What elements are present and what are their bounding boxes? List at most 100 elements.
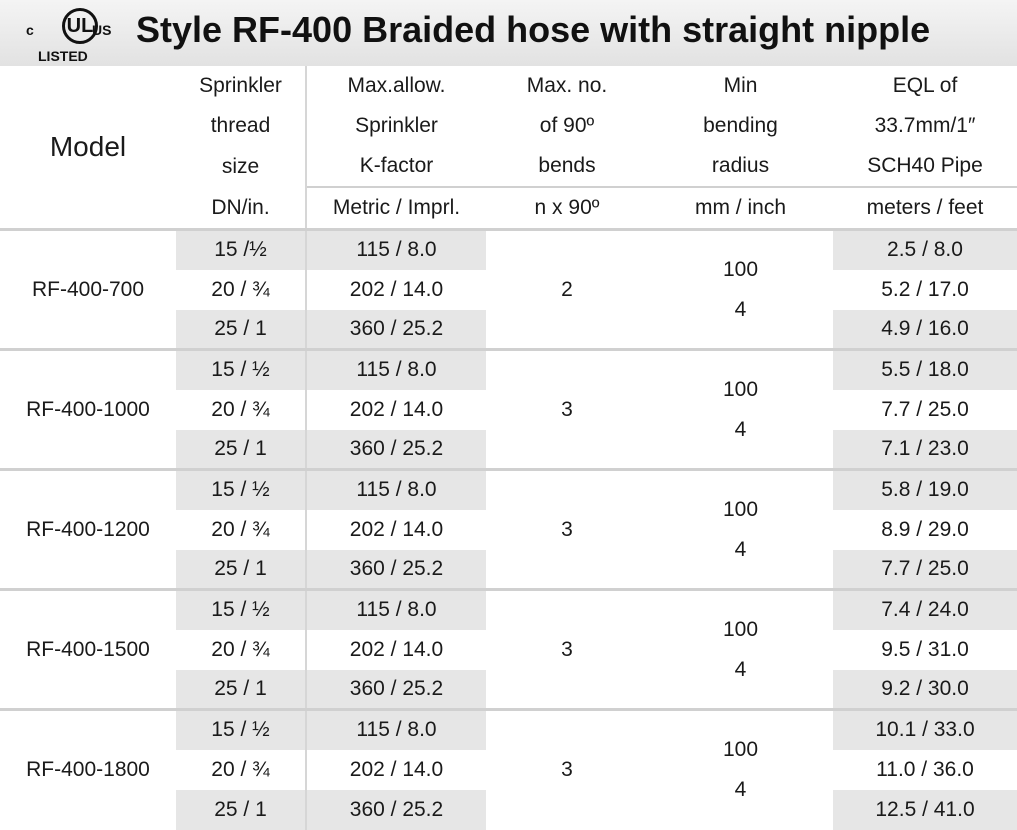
table-row: RF-400-700 15 /½ 115 / 8.0 2 100 4 2.5 / 8.0 (0, 228, 1017, 350)
thread-cell: 15 /½ (176, 228, 307, 270)
radius-cell: 100 4 (648, 588, 833, 710)
thread-cell: 15 / ½ (176, 708, 307, 750)
table-row: 20 / ¾ 202 / 14.0 5.2 / 17.0 (0, 269, 1017, 310)
bends-units: n x 90º (486, 186, 648, 230)
table-row: RF-400-1200 15 / ½ 115 / 8.0 3 100 4 5.8 / 19.… (0, 468, 1017, 590)
radius-cell: 100 4 (648, 708, 833, 830)
eql-cell: 11.0 / 36.0 (876, 757, 974, 781)
eql-cell: 7.1 / 23.0 (833, 429, 1017, 470)
header-row: thread Sprinkler of 90º bending 33.7mm/1… (0, 106, 1017, 146)
radius-values: 100 4 (648, 490, 833, 570)
thread-cell: 25 / 1 (176, 789, 307, 830)
radius-mm: 100 (722, 377, 759, 401)
thread-cell: 15 / ½ (176, 348, 307, 390)
thread-cell: 15 / ½ (176, 468, 307, 510)
table-row: 25 / 1 360 / 25.2 4.9 / 16.0 (0, 309, 1017, 350)
kfactor-cell: 360 / 25.2 (306, 429, 486, 470)
model-cell: RF-400-1200 (0, 468, 176, 590)
thread-header-line: size (176, 146, 307, 187)
eql-header-line: SCH40 Pipe (833, 146, 1017, 187)
radius-cell: 100 4 (648, 468, 833, 590)
thread-cell: 20 / ¾ (176, 629, 307, 670)
table-row: 25 / 1 360 / 25.2 12.5 / 41.0 (0, 789, 1017, 830)
spec-table: Model Sprinkler Max.allow. Max. no. Min … (0, 66, 1017, 830)
kfactor-header-line: K-factor (306, 146, 486, 187)
ul-c-text: c (26, 22, 34, 38)
eql-cell: 7.7 / 25.0 (833, 549, 1017, 590)
kfactor-cell: 202 / 14.0 (349, 517, 444, 541)
thread-cell: 20 / ¾ (176, 749, 307, 790)
radius-mm: 100 (722, 257, 759, 281)
kfactor-cell: 115 / 8.0 (306, 348, 486, 390)
title-bar: c UL US LISTED Style RF-400 Braided hose… (0, 0, 1017, 67)
kfactor-cell: 360 / 25.2 (306, 549, 486, 590)
kfactor-header-line: Max.allow. (306, 66, 486, 106)
thread-cell: 25 / 1 (176, 549, 307, 590)
kfactor-cell: 115 / 8.0 (306, 228, 486, 270)
thread-cell: 25 / 1 (176, 309, 307, 350)
kfactor-cell: 202 / 14.0 (349, 397, 444, 421)
eql-cell: 4.9 / 16.0 (833, 309, 1017, 350)
bends-cell: 3 (486, 588, 648, 710)
ul-listed-text: LISTED (38, 48, 88, 64)
table-row: 20 / ¾ 202 / 14.0 9.5 / 31.0 (0, 629, 1017, 670)
radius-cell: 100 4 (648, 348, 833, 470)
ul-listed-logo: c UL US LISTED (22, 6, 118, 64)
eql-cell: 8.9 / 29.0 (881, 517, 969, 541)
kfactor-cell: 115 / 8.0 (306, 468, 486, 510)
model-cell: RF-400-1800 (0, 708, 176, 830)
radius-values: 100 4 (648, 730, 833, 810)
eql-cell: 2.5 / 8.0 (833, 228, 1017, 270)
thread-cell: 20 / ¾ (176, 269, 307, 310)
bends-cell: 2 (486, 228, 648, 350)
kfactor-cell: 360 / 25.2 (306, 669, 486, 710)
table-row: 20 / ¾ 202 / 14.0 7.7 / 25.0 (0, 389, 1017, 430)
radius-values: 100 4 (648, 250, 833, 330)
kfactor-cell: 202 / 14.0 (349, 277, 444, 301)
eql-cell: 5.2 / 17.0 (881, 277, 969, 301)
kfactor-cell: 360 / 25.2 (306, 789, 486, 830)
header-row: size K-factor bends radius SCH40 Pipe (0, 146, 1017, 187)
eql-units: meters / feet (833, 186, 1017, 230)
radius-mm: 100 (722, 497, 759, 521)
eql-cell: 5.8 / 19.0 (833, 468, 1017, 510)
bends-header-line: of 90º (486, 106, 648, 146)
thread-cell: 15 / ½ (176, 588, 307, 630)
radius-header-line: radius (648, 146, 833, 187)
radius-header-line: Min (648, 66, 833, 106)
page-title: Style RF-400 Braided hose with straight … (136, 9, 931, 50)
thread-cell: 25 / 1 (176, 429, 307, 470)
thread-header-line: thread (176, 106, 307, 146)
kfactor-cell: 202 / 14.0 (349, 757, 444, 781)
ul-us-text: US (92, 22, 112, 38)
kfactor-units: Metric / Imprl. (306, 186, 486, 230)
table-row: RF-400-1000 15 / ½ 115 / 8.0 3 100 4 5.5 / 18.… (0, 348, 1017, 470)
units-row: DN/in. Metric / Imprl. n x 90º mm / inch… (0, 186, 1017, 230)
kfactor-cell: 115 / 8.0 (306, 708, 486, 750)
radius-values: 100 4 (648, 610, 833, 690)
eql-cell: 7.4 / 24.0 (833, 588, 1017, 630)
eql-cell: 5.5 / 18.0 (833, 348, 1017, 390)
radius-values: 100 4 (648, 370, 833, 450)
bends-cell: 3 (486, 468, 648, 590)
radius-mm: 100 (722, 738, 759, 762)
radius-inch: 4 (734, 297, 747, 321)
table-row: 20 / ¾ 202 / 14.0 11.0 / 36.0 (0, 749, 1017, 790)
thread-header-line: Sprinkler (176, 66, 307, 106)
bends-cell: 3 (486, 708, 648, 830)
radius-units: mm / inch (648, 186, 833, 230)
model-cell: RF-400-1500 (0, 588, 176, 710)
eql-cell: 9.5 / 31.0 (881, 637, 969, 661)
radius-inch: 4 (734, 537, 747, 561)
thread-units: DN/in. (176, 187, 307, 230)
table-row: 20 / ¾ 202 / 14.0 8.9 / 29.0 (0, 509, 1017, 550)
table-row: RF-400-1800 15 / ½ 115 / 8.0 3 100 4 10.1 / 33… (0, 708, 1017, 830)
model-header: Model (0, 66, 176, 230)
model-cell: RF-400-1000 (0, 348, 176, 470)
radius-mm: 100 (722, 617, 759, 641)
bends-cell: 3 (486, 348, 648, 470)
kfactor-cell: 115 / 8.0 (306, 588, 486, 630)
thread-cell: 25 / 1 (176, 669, 307, 710)
eql-header-line: 33.7mm/1″ (833, 106, 1017, 146)
kfactor-cell: 202 / 14.0 (349, 637, 444, 661)
